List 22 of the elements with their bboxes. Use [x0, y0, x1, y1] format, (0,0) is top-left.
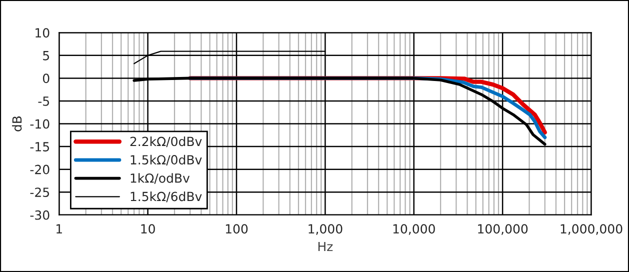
y-tick-label: -25 — [30, 188, 50, 198]
y-tick-label: -10 — [30, 119, 50, 129]
legend-label: 2.2kΩ/0dBv — [130, 136, 202, 148]
x-tick-label: 1 — [56, 224, 62, 234]
x-tick-label: 1,000,000 — [560, 224, 622, 235]
y-tick-label: 10 — [36, 28, 50, 38]
y-axis-title: dB — [12, 116, 22, 132]
legend-label: 1.5kΩ/6dBv — [130, 192, 202, 202]
x-tick-label: 10,000 — [393, 224, 435, 235]
y-tick-label: -20 — [30, 164, 50, 174]
y-tick-label: -5 — [38, 96, 50, 106]
y-tick-label: -30 — [30, 210, 50, 220]
y-tick-label: 0 — [42, 74, 50, 84]
y-tick-label: -15 — [30, 142, 50, 152]
x-tick-label: 10 — [141, 224, 155, 234]
x-axis-title: Hz — [318, 242, 333, 252]
legend-label: 1kΩ/odBv — [130, 173, 190, 184]
x-tick-label: 1,000 — [308, 224, 342, 235]
y-tick-label: 5 — [43, 51, 50, 60]
x-tick-label: 100 — [226, 224, 248, 234]
legend-label: 1.5kΩ/0dBv — [130, 154, 202, 166]
x-tick-label: 100,000 — [478, 224, 528, 235]
